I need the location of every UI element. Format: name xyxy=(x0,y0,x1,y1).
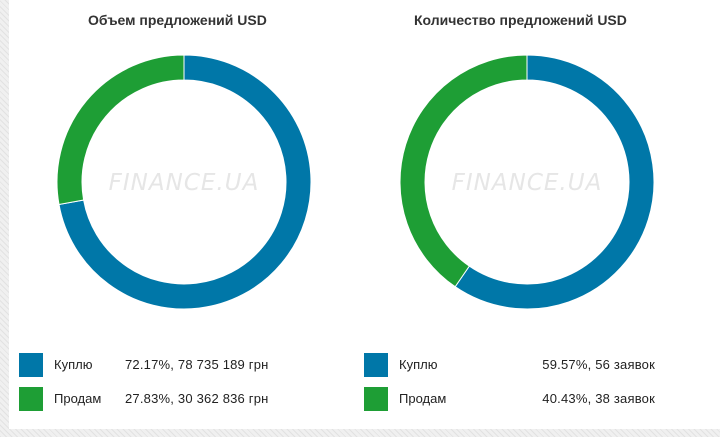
bottom-border-strip xyxy=(0,429,720,437)
legend-label-buy: Куплю xyxy=(399,357,438,372)
donut-slice-buy[interactable] xyxy=(58,54,312,310)
donut-slice-sell[interactable] xyxy=(56,54,185,206)
legend-label-buy: Куплю xyxy=(54,357,93,372)
chart-title: Количество предложений USD xyxy=(414,12,627,28)
legend-value-sell: 40.43%, 38 заявок xyxy=(542,391,655,406)
donut-slice-buy[interactable] xyxy=(454,54,655,310)
watermark-text: FINANCE.UA xyxy=(452,170,603,196)
chart-panel-volume: Объем предложений USD FINANCE.UA Куплю 7… xyxy=(9,0,360,429)
legend-swatch-sell xyxy=(19,387,43,411)
legend-item-sell: Продам 40.43%, 38 заявок xyxy=(364,387,704,411)
legend-item-buy: Куплю 59.57%, 56 заявок xyxy=(364,353,704,377)
legend-label-sell: Продам xyxy=(54,391,102,406)
chart-panel-count: Количество предложений USD FINANCE.UA Ку… xyxy=(360,0,720,429)
donut-chart-volume: FINANCE.UA xyxy=(56,54,312,310)
chart-title: Объем предложений USD xyxy=(88,12,267,28)
watermark-text: FINANCE.UA xyxy=(109,170,260,196)
legend-item-sell: Продам 27.83%, 30 362 836 грн xyxy=(19,387,349,411)
left-border-strip xyxy=(0,0,9,437)
legend-swatch-buy xyxy=(19,353,43,377)
legend-value-sell: 27.83%, 30 362 836 грн xyxy=(125,391,269,406)
legend-swatch-sell xyxy=(364,387,388,411)
legend-swatch-buy xyxy=(364,353,388,377)
legend-label-sell: Продам xyxy=(399,391,447,406)
donut-slice-sell[interactable] xyxy=(399,54,528,288)
donut-chart-count: FINANCE.UA xyxy=(399,54,655,310)
legend-value-buy: 59.57%, 56 заявок xyxy=(542,357,655,372)
legend-value-buy: 72.17%, 78 735 189 грн xyxy=(125,357,269,372)
legend-item-buy: Куплю 72.17%, 78 735 189 грн xyxy=(19,353,349,377)
